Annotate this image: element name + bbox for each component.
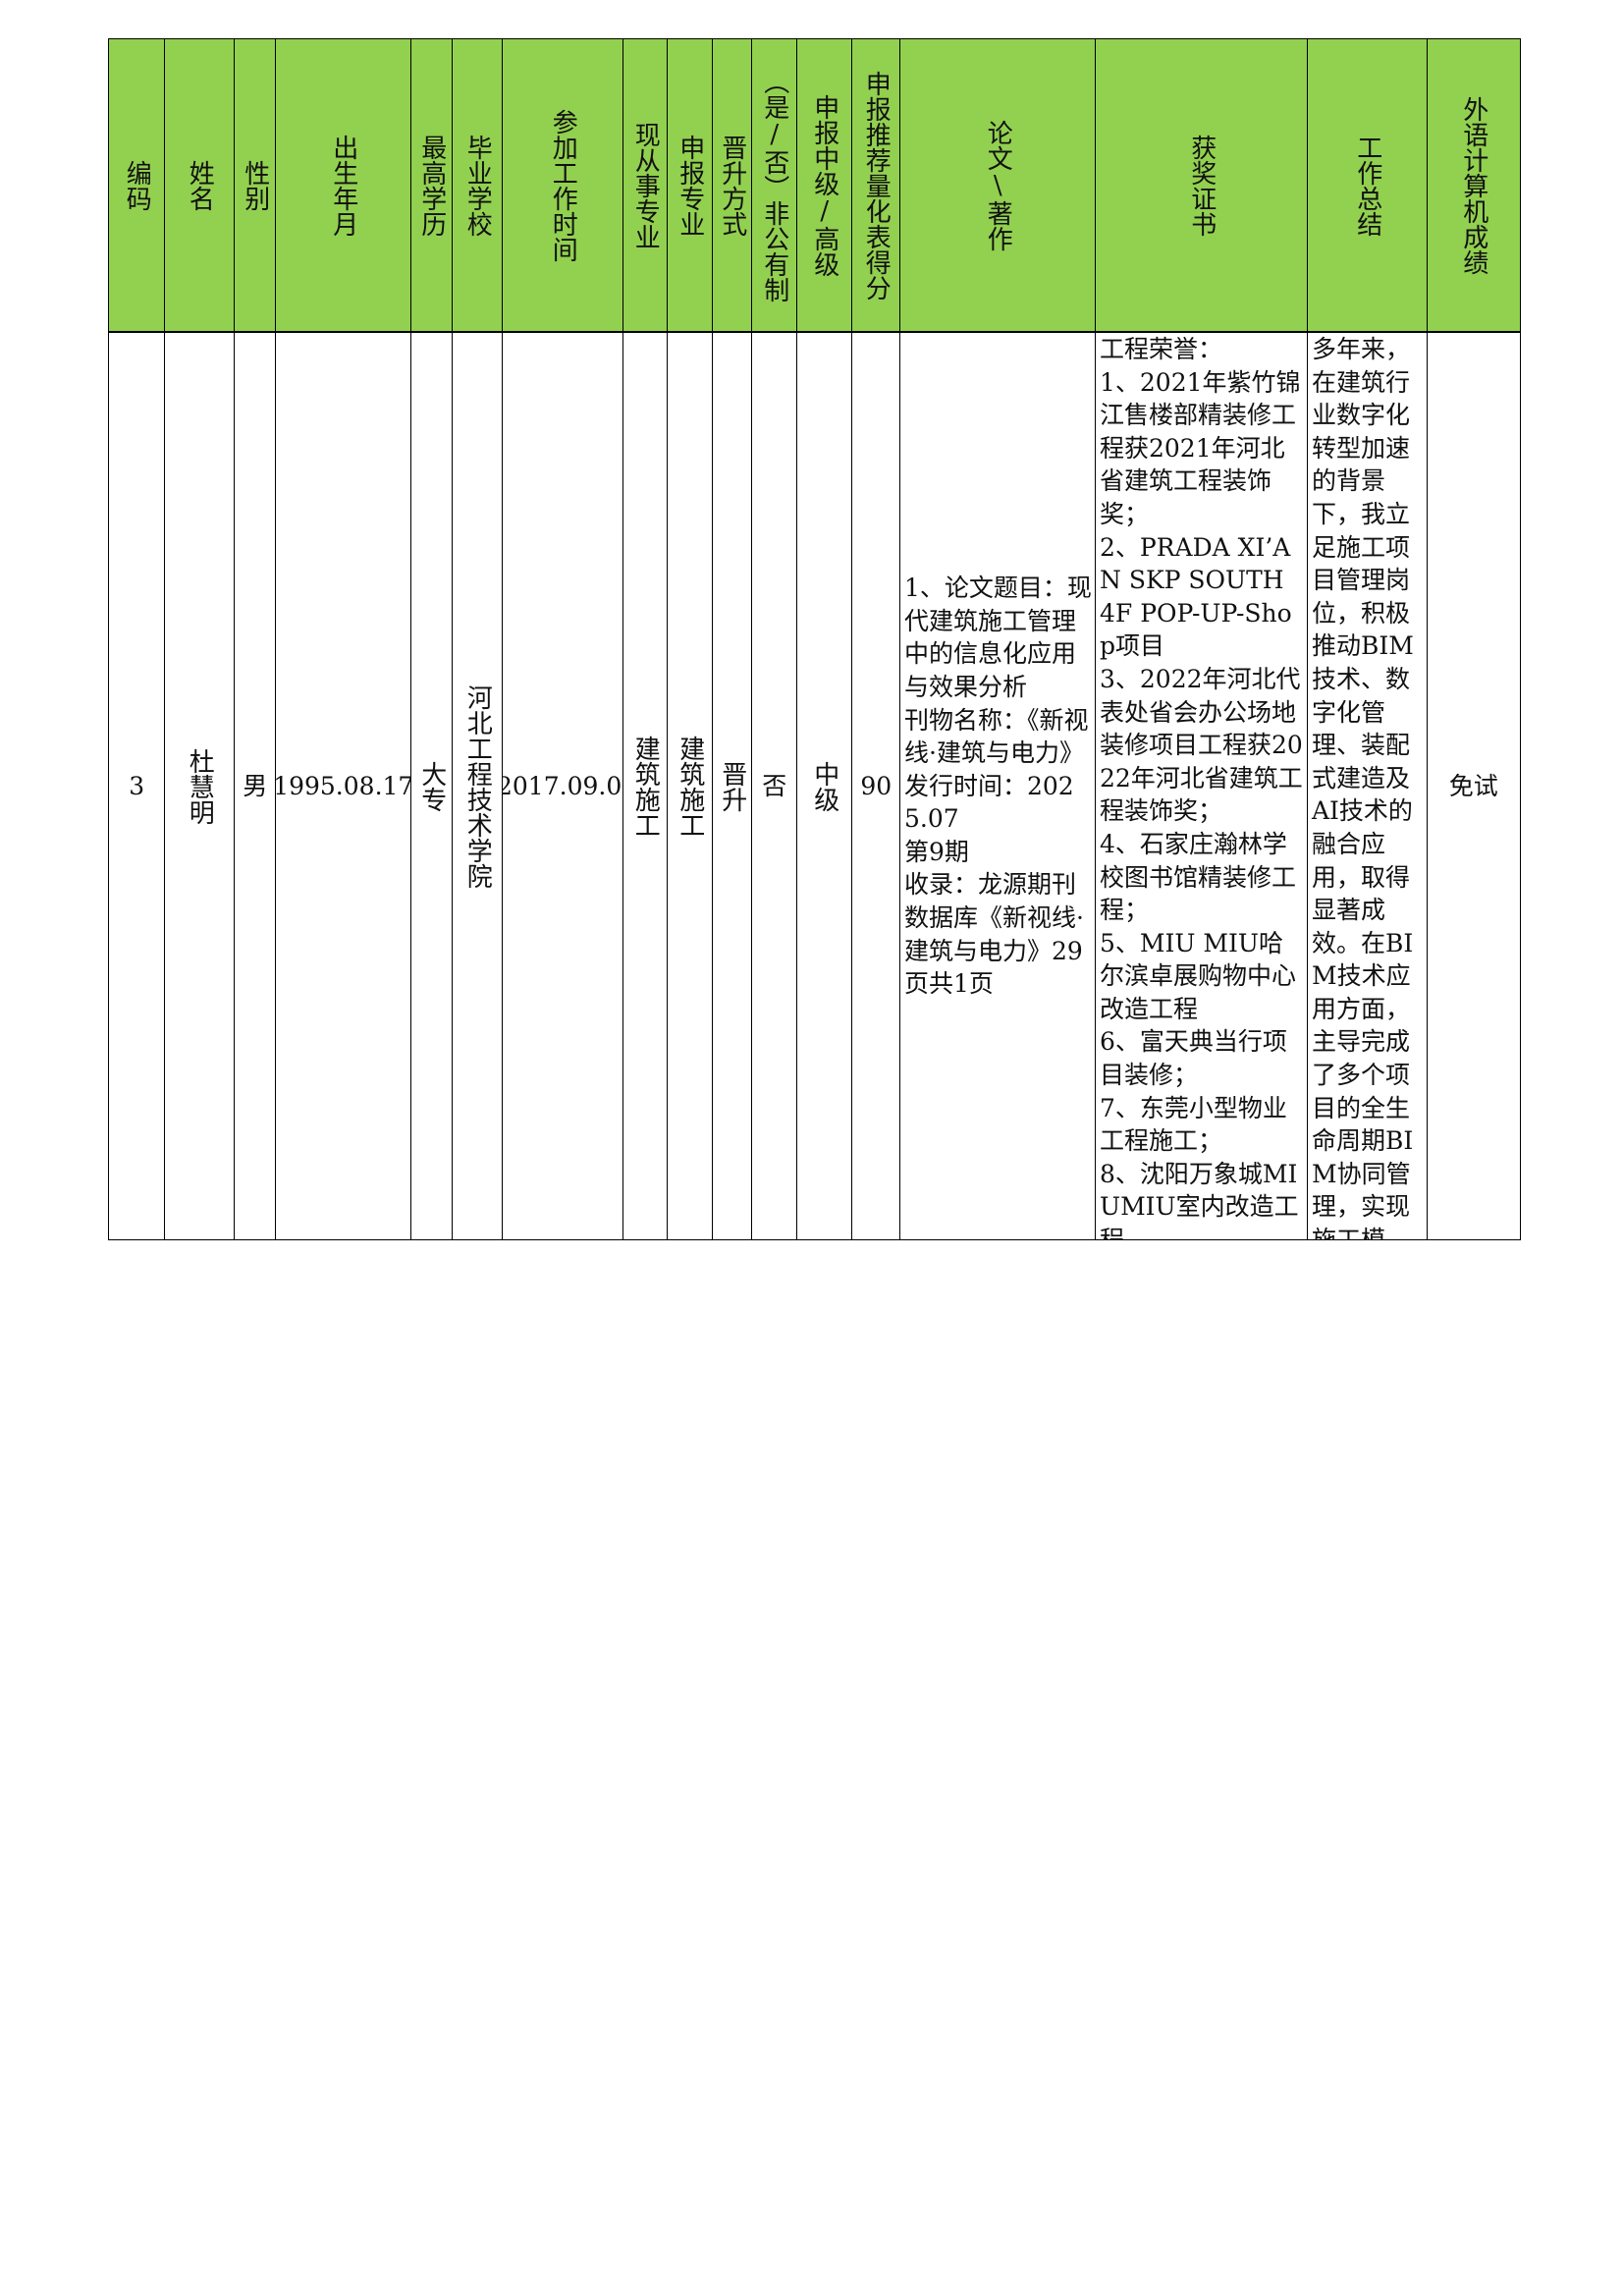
cell-level: 中级 xyxy=(796,332,853,1240)
education-value: 大专 xyxy=(416,760,447,812)
header-score: 申报推荐量化表得分 xyxy=(851,38,901,332)
birth-value: 1995.08.17 xyxy=(275,771,412,800)
header-label: 外语计算机成绩 xyxy=(1458,95,1488,275)
header-exam: 外语计算机成绩 xyxy=(1427,38,1521,332)
header-code: 编码 xyxy=(108,38,166,332)
cell-school: 河北工程技术学院 xyxy=(452,332,504,1240)
header-awards: 获奖证书 xyxy=(1095,38,1309,332)
gender-value: 男 xyxy=(243,771,268,800)
header-label: 毕业学校 xyxy=(462,134,493,237)
school-value: 河北工程技术学院 xyxy=(462,683,493,889)
cell-exam: 免试 xyxy=(1427,332,1521,1240)
cell-name: 杜慧明 xyxy=(164,332,236,1240)
header-apply-major: 申报专业 xyxy=(667,38,714,332)
cell-gender: 男 xyxy=(234,332,277,1240)
awards-value: 工程荣誉： 1、2021年紫竹锦江售楼部精装修工程获2021年河北省建筑工程装饰… xyxy=(1100,335,1303,1240)
header-label: 申报专业 xyxy=(675,134,705,237)
cell-current-major: 建筑施工 xyxy=(622,332,669,1240)
header-label: 姓名 xyxy=(185,159,215,211)
header-label: 性别 xyxy=(240,159,270,211)
apply-major-value: 建筑施工 xyxy=(675,735,705,838)
level-value: 中级 xyxy=(809,760,839,812)
name-value: 杜慧明 xyxy=(185,747,215,825)
header-label: 晋升方式 xyxy=(717,134,747,237)
header-label: 申报推荐量化表得分 xyxy=(861,70,892,301)
non-public-value: 否 xyxy=(762,771,787,800)
summary-value: 多年来，在建筑行业数字化转型加速的背景下，我立足施工项目管理岗位，积极推动BIM… xyxy=(1312,335,1414,1240)
header-school: 毕业学校 xyxy=(452,38,504,332)
cell-work-start: 2017.09.01 xyxy=(502,332,624,1240)
header-label: （是/否）非公有制 xyxy=(759,68,789,302)
header-label: 编码 xyxy=(122,159,152,211)
header-promotion: 晋升方式 xyxy=(712,38,753,332)
header-work-start: 参加工作时间 xyxy=(502,38,624,332)
paper-value: 1、论文题目：现代建筑施工管理中的信息化应用与效果分析 刊物名称：《新视线·建筑… xyxy=(904,574,1092,999)
cell-education: 大专 xyxy=(410,332,454,1240)
header-label: 申报中级/高级 xyxy=(809,93,839,277)
header-level: 申报中级/高级 xyxy=(796,38,853,332)
code-value: 3 xyxy=(129,771,145,800)
header-label: 最高学历 xyxy=(416,134,447,237)
cell-birth: 1995.08.17 xyxy=(275,332,412,1240)
promotion-value: 晋升 xyxy=(717,760,747,812)
header-label: 参加工作时间 xyxy=(548,108,578,262)
cell-paper: 1、论文题目：现代建筑施工管理中的信息化应用与效果分析 刊物名称：《新视线·建筑… xyxy=(899,332,1097,1240)
applicant-table: 编码 姓名 性别 出生年月 最高学历 毕业学校 参加工作时间 现从事专业 申报专业 晋升方式 （是/… xyxy=(108,38,1521,1240)
exam-value: 免试 xyxy=(1448,771,1498,800)
cell-apply-major: 建筑施工 xyxy=(667,332,714,1240)
work-start-value: 2017.09.01 xyxy=(502,771,623,800)
header-label: 出生年月 xyxy=(328,134,358,237)
header-summary: 工作总结 xyxy=(1307,38,1429,332)
cell-awards: 工程荣誉： 1、2021年紫竹锦江售楼部精装修工程获2021年河北省建筑工程装饰… xyxy=(1095,332,1309,1240)
cell-score: 90 xyxy=(851,332,901,1240)
header-name: 姓名 xyxy=(164,38,236,332)
header-label: 论文\著作 xyxy=(983,119,1013,251)
score-value: 90 xyxy=(860,771,893,800)
cell-code: 3 xyxy=(108,332,166,1240)
header-education: 最高学历 xyxy=(410,38,454,332)
header-label: 现从事专业 xyxy=(630,121,661,249)
header-current-major: 现从事专业 xyxy=(622,38,669,332)
cell-non-public: 否 xyxy=(751,332,798,1240)
header-paper: 论文\著作 xyxy=(899,38,1097,332)
header-gender: 性别 xyxy=(234,38,277,332)
cell-summary: 多年来，在建筑行业数字化转型加速的背景下，我立足施工项目管理岗位，积极推动BIM… xyxy=(1307,332,1429,1240)
cell-promotion: 晋升 xyxy=(712,332,753,1240)
header-label: 获奖证书 xyxy=(1186,134,1217,237)
header-birth: 出生年月 xyxy=(275,38,412,332)
header-non-public: （是/否）非公有制 xyxy=(751,38,798,332)
header-label: 工作总结 xyxy=(1352,134,1382,237)
current-major-value: 建筑施工 xyxy=(630,735,661,838)
